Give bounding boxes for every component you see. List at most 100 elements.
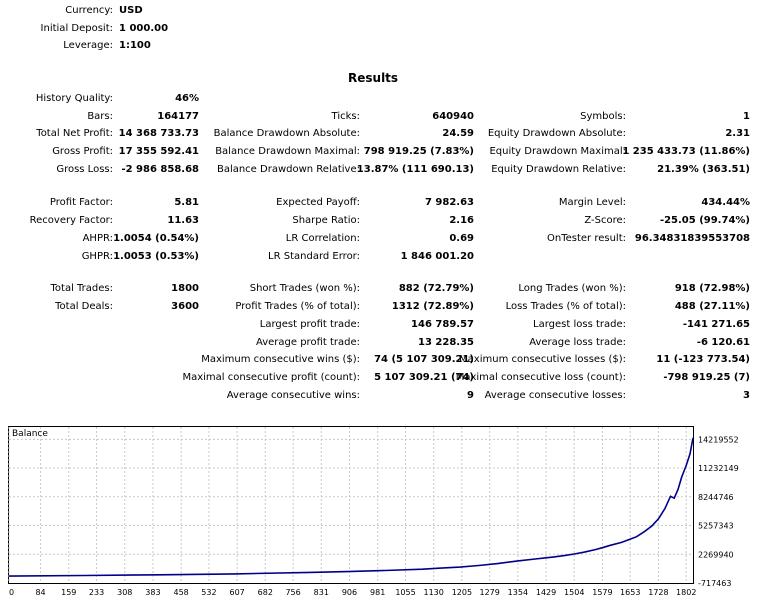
chart-y-tick-label: 14219552 xyxy=(698,435,739,444)
chart-y-tick-label: 2269940 xyxy=(698,550,734,559)
balance-dd-max-label: Balance Drawdown Maximal: xyxy=(215,146,360,157)
profit-trades-value: 1312 (72.89%) xyxy=(391,301,474,312)
chart-x-tick-label: 1205 xyxy=(452,588,472,597)
history-quality-label: History Quality: xyxy=(35,93,113,104)
total-trades-label: Total Trades: xyxy=(50,283,114,294)
margin-level-value: 434.44% xyxy=(701,197,750,208)
equity-dd-abs-label: Equity Drawdown Absolute: xyxy=(487,128,626,139)
gross-loss-label: Gross Loss: xyxy=(56,164,113,175)
average-profit-value: 13 228.35 xyxy=(418,337,474,348)
balance-dd-rel-label: Balance Drawdown Relative: xyxy=(216,164,360,175)
short-trades-value: 882 (72.79%) xyxy=(398,283,474,294)
chart-x-tick-label: 1802 xyxy=(676,588,696,597)
margin-level-label: Margin Level: xyxy=(558,197,626,208)
chart-x-tick-label: 1429 xyxy=(536,588,556,597)
z-score-value: -25.05 (99.74%) xyxy=(659,215,750,226)
currency-label: Currency: xyxy=(65,5,113,16)
recovery-factor-value: 11.63 xyxy=(167,215,199,226)
balance-dd-abs-value: 24.59 xyxy=(442,128,474,139)
chart-x-tick-label: 532 xyxy=(201,588,216,597)
history-quality-value: 46% xyxy=(175,93,199,104)
equity-dd-max-label: Equity Drawdown Maximal: xyxy=(489,146,626,157)
total-net-profit-value: 14 368 733.73 xyxy=(118,128,199,139)
avg-consec-losses-value: 3 xyxy=(743,390,750,401)
total-deals-label: Total Deals: xyxy=(55,301,113,312)
chart-y-tick-label: -717463 xyxy=(698,579,731,588)
chart-y-tick-label: 11232149 xyxy=(698,464,739,473)
currency-value: USD xyxy=(119,5,143,16)
ghpr-label: GHPR: xyxy=(81,251,113,262)
lr-std-error-label: LR Standard Error: xyxy=(268,251,360,262)
chart-x-tick-label: 1504 xyxy=(564,588,584,597)
bars-value: 164177 xyxy=(157,111,199,122)
z-score-label: Z-Score: xyxy=(584,215,626,226)
profit-trades-label: Profit Trades (% of total): xyxy=(235,301,360,312)
chart-x-tick-label: 906 xyxy=(342,588,357,597)
balance-chart: Balance 14219552 11232149 8244746 5257343 22… xyxy=(8,426,739,597)
max-consec-wins-label: Maximum consecutive wins ($): xyxy=(201,354,360,365)
symbols-value: 1 xyxy=(743,111,750,122)
chart-x-tick-label: 233 xyxy=(89,588,104,597)
average-loss-value: -6 120.61 xyxy=(696,337,750,348)
profit-factor-value: 5.81 xyxy=(174,197,199,208)
bars-label: Bars: xyxy=(87,111,113,122)
chart-x-tick-label: 383 xyxy=(145,588,160,597)
chart-x-axis: 0 84 159 233 308 383 458 532 607 682 756 831 906 981 1… xyxy=(9,588,696,597)
lr-correlation-value: 0.69 xyxy=(449,233,474,244)
max-consec-losses-label: Maximum consecutive losses ($): xyxy=(459,354,626,365)
results-title: Results xyxy=(348,71,399,85)
chart-x-tick-label: 756 xyxy=(285,588,300,597)
leverage-label: Leverage: xyxy=(63,40,113,51)
balance-series-line xyxy=(8,437,694,577)
chart-x-tick-label: 1055 xyxy=(395,588,415,597)
sharpe-ratio-label: Sharpe Ratio: xyxy=(292,215,360,226)
maximal-consec-profit-value: 5 107 309.21 (74) xyxy=(374,372,474,383)
initial-deposit-label: Initial Deposit: xyxy=(40,23,113,34)
long-trades-label: Long Trades (won %): xyxy=(518,283,626,294)
chart-x-tick-label: 682 xyxy=(258,588,273,597)
chart-x-tick-label: 1728 xyxy=(648,588,668,597)
chart-x-tick-label: 308 xyxy=(117,588,132,597)
max-consec-wins-value: 74 (5 107 309.21) xyxy=(374,354,474,365)
symbols-label: Symbols: xyxy=(580,111,626,122)
chart-x-tick-label: 1130 xyxy=(424,588,444,597)
total-trades-value: 1800 xyxy=(171,283,199,294)
loss-trades-value: 488 (27.11%) xyxy=(674,301,750,312)
ticks-value: 640940 xyxy=(432,111,474,122)
balance-dd-abs-label: Balance Drawdown Absolute: xyxy=(213,128,360,139)
chart-x-tick-label: 607 xyxy=(229,588,244,597)
equity-dd-abs-value: 2.31 xyxy=(725,128,750,139)
chart-x-tick-label: 1279 xyxy=(479,588,499,597)
average-profit-label: Average profit trade: xyxy=(255,337,360,348)
lr-std-error-value: 1 846 001.20 xyxy=(400,251,474,262)
chart-x-tick-label: 458 xyxy=(173,588,188,597)
chart-plot-frame xyxy=(8,426,694,584)
avg-consec-losses-label: Average consecutive losses: xyxy=(484,390,626,401)
chart-x-tick-label: 1354 xyxy=(508,588,528,597)
long-trades-value: 918 (72.98%) xyxy=(674,283,750,294)
total-deals-value: 3600 xyxy=(171,301,199,312)
balance-dd-max-value: 798 919.25 (7.83%) xyxy=(363,146,474,157)
largest-loss-value: -141 271.65 xyxy=(682,319,750,330)
gross-loss-value: -2 986 858.68 xyxy=(121,164,199,175)
chart-y-axis: 14219552 11232149 8244746 5257343 2269940 -71… xyxy=(698,435,739,588)
chart-grid xyxy=(8,427,693,583)
ontester-value: 96.34831839553708 xyxy=(634,233,750,244)
equity-dd-max-value: 1 235 433.73 (11.86%) xyxy=(622,146,750,157)
balance-dd-rel-value: 13.87% (111 690.13) xyxy=(356,164,474,175)
expected-payoff-label: Expected Payoff: xyxy=(276,197,360,208)
chart-x-tick-label: 1579 xyxy=(592,588,612,597)
avg-consec-wins-value: 9 xyxy=(467,390,474,401)
loss-trades-label: Loss Trades (% of total): xyxy=(505,301,626,312)
short-trades-label: Short Trades (won %): xyxy=(249,283,360,294)
recovery-factor-label: Recovery Factor: xyxy=(29,215,113,226)
ahpr-label: AHPR: xyxy=(82,233,113,244)
chart-y-tick-label: 8244746 xyxy=(698,493,734,502)
chart-x-tick-label: 831 xyxy=(314,588,329,597)
ghpr-value: 1.0053 (0.53%) xyxy=(113,251,199,262)
profit-factor-label: Profit Factor: xyxy=(49,197,113,208)
initial-deposit-value: 1 000.00 xyxy=(119,23,169,34)
chart-y-tick-label: 5257343 xyxy=(698,522,734,531)
chart-x-tick-label: 159 xyxy=(61,588,76,597)
chart-title: Balance xyxy=(12,429,48,439)
